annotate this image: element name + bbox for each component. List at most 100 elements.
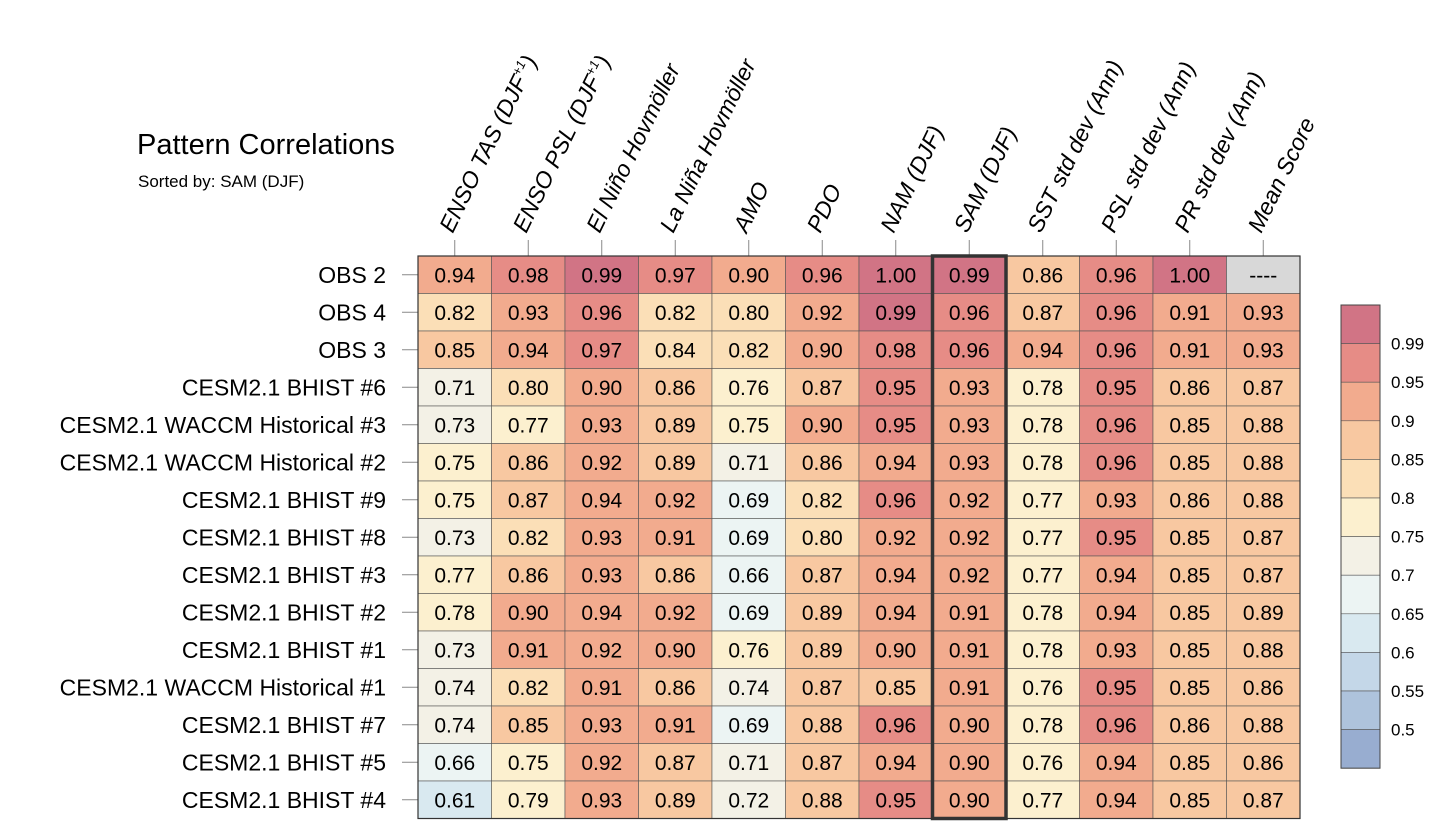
row-label: CESM2.1 BHIST #2: [182, 599, 386, 625]
cell-value: 0.96: [1096, 714, 1137, 737]
column-label-text: SAM (DJF): [948, 123, 1021, 237]
heatmap-cell: [491, 668, 566, 707]
heatmap-cell: [417, 743, 492, 782]
cell-value: 0.89: [802, 639, 843, 662]
row-label: CESM2.1 BHIST #3: [182, 562, 386, 588]
heatmap-cell: [1152, 780, 1227, 819]
heatmap-cell: [785, 405, 860, 444]
cell-value: 0.98: [875, 339, 916, 362]
cell-value: 0.82: [802, 489, 843, 512]
column-label: AMO: [727, 178, 774, 238]
column-label-superscript: +1: [582, 58, 602, 78]
cell-value: 1.00: [1169, 264, 1210, 287]
cell-value: 0.85: [1169, 527, 1210, 550]
cell-value: 0.74: [434, 714, 475, 737]
cell-value: 0.87: [655, 752, 696, 775]
cell-value: 0.96: [949, 339, 990, 362]
cell-value: 0.77: [508, 414, 549, 437]
cell-value: 0.96: [1096, 302, 1137, 325]
cell-value: 0.87: [802, 564, 843, 587]
cell-value: 0.91: [655, 527, 696, 550]
cell-value: 0.72: [728, 789, 769, 812]
cell-value: 0.76: [1022, 752, 1063, 775]
row-label: CESM2.1 WACCM Historical #3: [60, 412, 386, 438]
column-label: Mean Score: [1242, 113, 1320, 236]
cell-value: 0.95: [875, 789, 916, 812]
heatmap-cell: [1226, 330, 1301, 369]
cell-value: 0.87: [1022, 302, 1063, 325]
column-label-text: NAM (DJF): [875, 121, 949, 236]
cell-value: 0.89: [802, 602, 843, 625]
heatmap-cell: [417, 330, 492, 369]
heatmap-cell: [785, 630, 860, 669]
cell-value: 0.66: [434, 752, 475, 775]
cell-value: 0.88: [802, 714, 843, 737]
heatmap-cell: [858, 480, 933, 519]
heatmap-cell: [1079, 630, 1154, 669]
heatmap-cell: [491, 255, 566, 294]
cell-value: 0.69: [728, 714, 769, 737]
cell-value: 0.88: [802, 789, 843, 812]
cell-value: 0.82: [508, 677, 549, 700]
cell-value: 0.92: [581, 452, 622, 475]
heatmap-cell: [711, 255, 786, 294]
cell-value: 0.94: [1022, 339, 1063, 362]
cell-value: 0.88: [1243, 452, 1284, 475]
row-label: CESM2.1 BHIST #1: [182, 637, 386, 663]
cell-value: 0.88: [1243, 639, 1284, 662]
heatmap-cell: [785, 443, 860, 482]
heatmap-cell: [1152, 668, 1227, 707]
heatmap-cell: [491, 480, 566, 519]
cell-value: 0.77: [1022, 564, 1063, 587]
cell-value: 0.90: [728, 264, 769, 287]
cell-value: 0.85: [1169, 452, 1210, 475]
heatmap-cell: [417, 255, 492, 294]
heatmap-cell: [1152, 555, 1227, 594]
column-label: PDO: [801, 180, 846, 236]
chart-title: Pattern Correlations: [137, 129, 395, 161]
colorbar: 0.99 0.95 0.9 0.85 0.8 0.75 0.7 0.65 0.6 0.55 0.5: [1340, 304, 1424, 769]
heatmap-cell: [858, 405, 933, 444]
cell-value: 0.90: [508, 602, 549, 625]
heatmap-cell: [932, 780, 1007, 819]
heatmap-cell: [638, 330, 713, 369]
cell-value: 0.77: [434, 564, 475, 587]
cell-value: 0.96: [875, 489, 916, 512]
heatmap-cell: [932, 705, 1007, 744]
heatmap-cell: [491, 518, 566, 557]
cell-value: 0.92: [949, 489, 990, 512]
cell-value: 0.73: [434, 527, 475, 550]
heatmap-cell: [491, 705, 566, 744]
cell-value: 0.86: [1169, 714, 1210, 737]
cell-value: 0.91: [508, 639, 549, 662]
cell-value: 0.89: [655, 789, 696, 812]
cell-value: 0.94: [1096, 789, 1137, 812]
heatmap-cell: [1005, 255, 1080, 294]
cell-value: 0.91: [949, 602, 990, 625]
heatmap-cell: [564, 705, 639, 744]
heatmap-cell: [491, 405, 566, 444]
cell-value: 0.86: [655, 564, 696, 587]
cell-value: 0.78: [434, 602, 475, 625]
cell-value: 0.85: [1169, 677, 1210, 700]
heatmap-cell: [785, 668, 860, 707]
cell-value: 0.78: [1022, 639, 1063, 662]
cell-value: 0.89: [1243, 602, 1284, 625]
colorbar-border: [1340, 304, 1381, 769]
cell-value: 0.71: [728, 452, 769, 475]
cell-value: 0.94: [508, 339, 549, 362]
heatmap-cell: [491, 630, 566, 669]
cell-value: 0.86: [508, 564, 549, 587]
cell-value: 0.78: [1022, 602, 1063, 625]
cell-value: 0.75: [728, 414, 769, 437]
heatmap-cell: [1005, 293, 1080, 332]
chart-subtitle: Sorted by: SAM (DJF): [138, 172, 304, 191]
cell-value: 0.87: [802, 377, 843, 400]
cell-value: 0.73: [434, 414, 475, 437]
cell-value: 0.78: [1022, 377, 1063, 400]
cell-value: 0.93: [581, 714, 622, 737]
colorbar-segment: [1340, 613, 1381, 653]
cell-value: 0.90: [949, 714, 990, 737]
cell-value: 0.93: [1096, 489, 1137, 512]
